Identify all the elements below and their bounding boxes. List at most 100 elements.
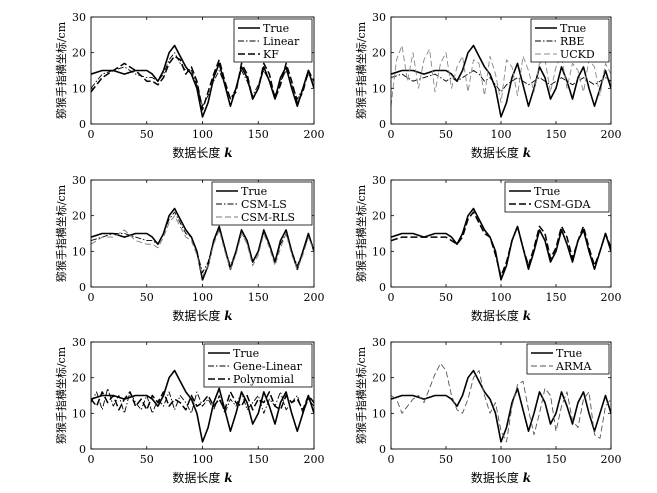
series-line-linear (91, 52, 314, 107)
legend-box (211, 181, 313, 226)
y-tick-label: 30 (372, 174, 386, 187)
legend-box (233, 18, 313, 63)
x-tick-label: 100 (491, 128, 512, 141)
legend-entry-label: Polynomial (233, 373, 295, 386)
legend-entry-label: True (556, 347, 582, 360)
legend-entry-label: Gene-Linear (233, 360, 303, 373)
y-tick-label: 30 (72, 174, 86, 187)
y-tick-label: 10 (372, 407, 386, 420)
chart-panel-5: 0 50 100 150 200 0 10 20 30 数据长度 k 猕猴手指横坐标/cm TrueG… (54, 336, 325, 485)
y-axis-label: 猕猴手指横坐标/cm (54, 346, 68, 444)
legend-entry-label: CSM-RLS (241, 211, 295, 224)
legend-entry-label: True (241, 185, 267, 198)
y-tick-label: 10 (72, 407, 86, 420)
legend-entry-label: True (534, 185, 560, 198)
y-axis-label: 猕猴手指横坐标/cm (354, 184, 368, 282)
y-tick-label: 10 (72, 82, 86, 95)
x-axis-label: 数据长度 k (471, 145, 531, 160)
series-line-rbe (391, 70, 611, 93)
y-tick-label: 20 (372, 372, 386, 385)
x-axis-label: 数据长度 k (172, 145, 232, 160)
series-line-true (91, 44, 314, 118)
x-tick-label: 150 (248, 453, 269, 466)
y-tick-label: 0 (379, 443, 386, 456)
x-tick-label: 150 (248, 128, 269, 141)
x-tick-label: 0 (388, 291, 395, 304)
y-axis-label: 猕猴手指横坐标/cm (54, 184, 68, 282)
legend-entry-label: True (233, 347, 259, 360)
y-axis-label: 猕猴手指横坐标/cm (354, 346, 368, 444)
x-tick-label: 200 (601, 453, 622, 466)
y-tick-label: 0 (79, 281, 86, 294)
y-tick-label: 10 (372, 82, 386, 95)
series-line-true (391, 207, 611, 281)
x-axis-label: 数据长度 k (471, 308, 531, 323)
series-line-true (391, 369, 611, 443)
legend-entry-label: True (263, 22, 289, 35)
x-tick-label: 100 (491, 453, 512, 466)
legend-entry-label: KF (263, 48, 279, 61)
series-line-true (391, 44, 611, 118)
legend-box (203, 343, 313, 388)
legend-box (504, 181, 610, 213)
x-tick-label: 0 (88, 453, 95, 466)
x-tick-label: 100 (192, 453, 213, 466)
x-axis-label: 数据长度 k (172, 470, 232, 485)
legend-entry-label: UCKD (560, 48, 595, 61)
y-tick-label: 20 (72, 47, 86, 60)
x-tick-label: 0 (388, 128, 395, 141)
y-tick-label: 20 (372, 210, 386, 223)
legend-entry-label: CSM-GDA (534, 198, 592, 211)
series-line-polynomial (91, 391, 314, 411)
y-tick-label: 0 (79, 443, 86, 456)
x-tick-label: 150 (546, 291, 567, 304)
x-tick-label: 200 (304, 453, 325, 466)
x-tick-label: 200 (304, 291, 325, 304)
x-tick-label: 100 (491, 291, 512, 304)
legend-box (530, 18, 610, 63)
series-line-kf (91, 55, 314, 111)
x-tick-label: 50 (439, 453, 453, 466)
y-tick-label: 30 (372, 336, 386, 349)
y-axis-label: 猕猴手指横坐标/cm (54, 21, 68, 119)
y-tick-label: 10 (72, 245, 86, 258)
x-tick-label: 100 (192, 291, 213, 304)
y-tick-label: 20 (72, 372, 86, 385)
chart-panel-6: 0 50 100 150 200 0 10 20 30 数据长度 k 猕猴手指横坐标/cm TrueA… (354, 336, 622, 485)
x-tick-label: 150 (546, 453, 567, 466)
x-tick-label: 100 (192, 128, 213, 141)
chart-panel-4: 0 50 100 150 200 0 10 20 30 数据长度 k 猕猴手指横坐标/cm TrueC… (354, 174, 622, 323)
y-tick-label: 30 (372, 11, 386, 24)
y-tick-label: 30 (72, 336, 86, 349)
x-tick-label: 200 (601, 291, 622, 304)
series-line-csm-ls (91, 211, 314, 274)
series-line-true (91, 207, 314, 281)
x-tick-label: 50 (140, 291, 154, 304)
legend-entry-label: RBE (560, 35, 584, 48)
y-tick-label: 20 (372, 47, 386, 60)
legend-entry-label: Linear (263, 35, 300, 48)
x-tick-label: 50 (140, 128, 154, 141)
chart-panel-2: 0 50 100 150 200 0 10 20 30 数据长度 k 猕猴手指横坐标/cm TrueR… (354, 11, 622, 160)
x-tick-label: 50 (439, 128, 453, 141)
x-axis-label: 数据长度 k (471, 470, 531, 485)
series-line-uckd (391, 45, 611, 107)
series-line-csm-gda (391, 211, 611, 278)
series-line-csm-rls (91, 215, 314, 277)
y-tick-label: 0 (379, 118, 386, 131)
y-tick-label: 20 (72, 210, 86, 223)
legend-box (526, 343, 610, 375)
x-tick-label: 0 (388, 453, 395, 466)
x-tick-label: 50 (439, 291, 453, 304)
y-tick-label: 30 (72, 11, 86, 24)
x-axis-label: 数据长度 k (172, 308, 232, 323)
x-tick-label: 0 (88, 128, 95, 141)
legend-entry-label: CSM-LS (241, 198, 287, 211)
legend-entry-label: ARMA (555, 360, 592, 373)
